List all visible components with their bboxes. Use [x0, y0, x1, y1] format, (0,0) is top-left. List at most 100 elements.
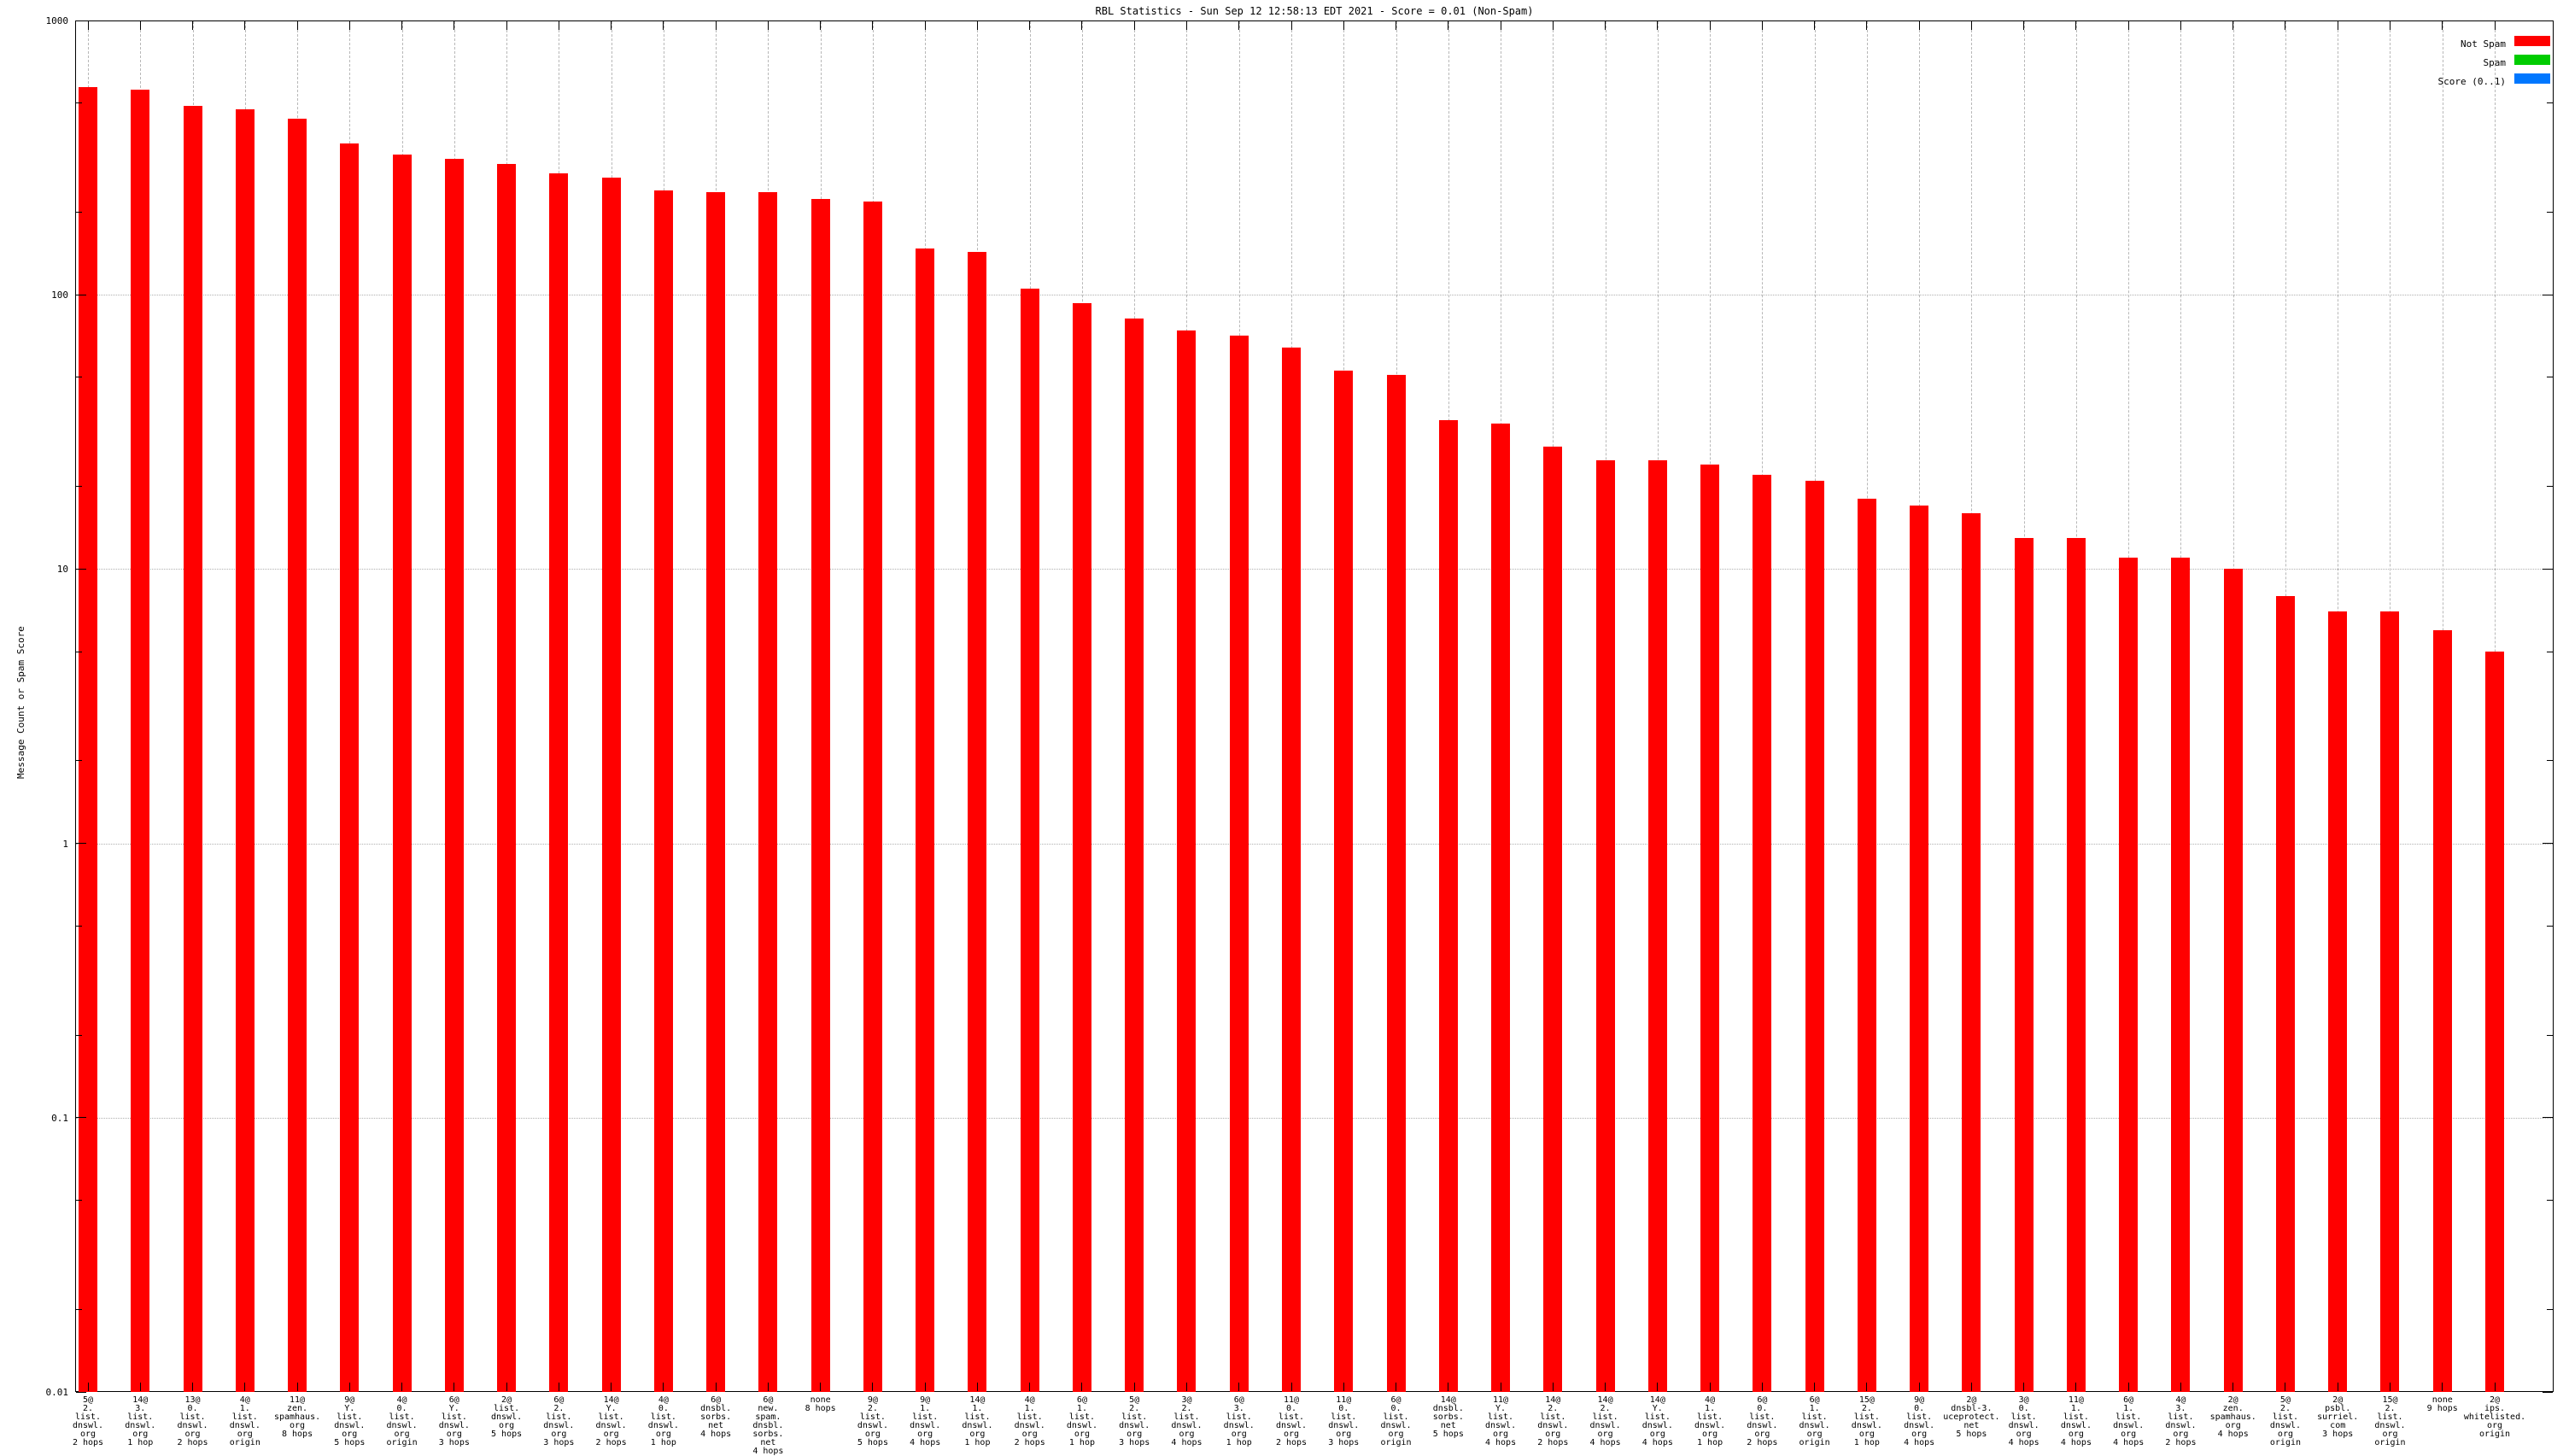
x-tick-label: 3@ 2. list. dnswl. org 4 hops	[1171, 1395, 1203, 1447]
x-tick-top	[2494, 21, 2496, 30]
x-tick-top	[244, 21, 246, 30]
x-tick-top	[1918, 21, 1920, 30]
x-tick-label: 6@ 3. list. dnswl. org 1 hop	[1223, 1395, 1255, 1447]
legend-label: Spam	[2483, 57, 2507, 68]
x-tick-bottom	[1970, 1383, 1972, 1391]
x-tick-bottom	[1709, 1383, 1711, 1391]
x-tick-label: 15@ 2. list. dnswl. org 1 hop	[1851, 1395, 1882, 1447]
bar	[549, 173, 569, 1392]
bar	[497, 163, 517, 1392]
bar	[183, 105, 202, 1392]
x-tick-label: 4@ 1. list. dnswl. org origin	[229, 1395, 260, 1447]
x-tick-label: 14@ Y. list. dnswl. org 2 hops	[595, 1395, 627, 1447]
y-major-tick	[76, 1391, 86, 1393]
x-tick-bottom	[244, 1383, 246, 1391]
x-tick-bottom	[1238, 1383, 1240, 1391]
bar	[653, 190, 673, 1392]
x-tick-label: 2@ dnsbl-3. uceprotect. net 5 hops	[1943, 1395, 2000, 1439]
bar	[1543, 446, 1563, 1392]
y-major-tick	[2543, 20, 2553, 21]
x-tick-top	[2023, 21, 2025, 30]
x-tick-label: 13@ 0. list. dnswl. org 2 hops	[177, 1395, 208, 1447]
x-tick-label: 9@ 1. list. dnswl. org 4 hops	[910, 1395, 941, 1447]
y-major-tick	[76, 568, 86, 570]
x-tick-label: 11@ zen. spamhaus. org 8 hops	[273, 1395, 321, 1439]
y-minor-tick	[2547, 1199, 2553, 1201]
x-tick-label: 11@ 0. list. dnswl. org 3 hops	[1328, 1395, 1360, 1447]
x-tick-bottom	[2442, 1383, 2443, 1391]
bar	[2014, 537, 2034, 1392]
bar	[601, 177, 621, 1392]
bar	[810, 199, 830, 1392]
x-tick-top	[401, 21, 403, 30]
bar	[131, 89, 150, 1392]
x-tick-top	[2127, 21, 2129, 30]
bar	[1857, 499, 1876, 1392]
x-tick-label: 2@ zen. spamhaus. org 4 hops	[2209, 1395, 2256, 1439]
x-tick-bottom	[2023, 1383, 2025, 1391]
x-tick-label: 6@ Y. list. dnswl. org 3 hops	[438, 1395, 470, 1447]
x-tick-bottom	[139, 1383, 141, 1391]
x-tick-bottom	[192, 1383, 194, 1391]
y-axis-label: Message Count or Spam Score	[15, 626, 26, 779]
y-major-tick	[2543, 1117, 2553, 1119]
x-tick-bottom	[1081, 1383, 1083, 1391]
x-tick-bottom	[1029, 1383, 1031, 1391]
y-minor-tick	[76, 102, 82, 104]
x-tick-bottom	[611, 1383, 612, 1391]
x-tick-bottom	[348, 1383, 350, 1391]
y-major-tick	[76, 20, 86, 21]
x-tick-bottom	[1343, 1383, 1344, 1391]
x-tick-bottom	[1605, 1383, 1606, 1391]
x-tick-bottom	[820, 1383, 822, 1391]
x-tick-top	[924, 21, 926, 30]
y-tick-label: 1	[62, 838, 68, 850]
y-gridline	[76, 843, 2553, 845]
x-tick-label: 2@ list. dnswl. org 5 hops	[491, 1395, 523, 1439]
bar	[1072, 303, 1091, 1392]
x-tick-top	[767, 21, 769, 30]
y-minor-tick	[76, 212, 82, 213]
x-tick-label: 4@ 0. list. dnswl. org 1 hop	[647, 1395, 679, 1447]
bar	[758, 192, 778, 1392]
x-tick-bottom	[715, 1383, 717, 1391]
x-tick-label: 9@ 2. list. dnswl. org 5 hops	[857, 1395, 888, 1447]
x-tick-bottom	[1552, 1383, 1554, 1391]
x-tick-top	[2075, 21, 2077, 30]
bar	[2328, 611, 2348, 1392]
x-tick-label: 11@ 1. list. dnswl. org 4 hops	[2060, 1395, 2092, 1447]
x-tick-bottom	[767, 1383, 769, 1391]
x-tick-bottom	[663, 1383, 664, 1391]
legend-swatch	[2514, 36, 2550, 46]
y-major-tick	[2543, 843, 2553, 845]
bar	[1386, 375, 1406, 1392]
bar	[1805, 480, 1824, 1392]
x-tick-top	[1814, 21, 1816, 30]
x-tick-bottom	[1657, 1383, 1659, 1391]
x-tick-label: 14@ 2. list. dnswl. org 4 hops	[1589, 1395, 1621, 1447]
x-tick-top	[348, 21, 350, 30]
bar	[706, 192, 726, 1392]
y-tick-label: 1000	[45, 15, 69, 26]
bar	[1491, 423, 1511, 1392]
x-tick-label: 6@ 1. list. dnswl. org origin	[1799, 1395, 1830, 1447]
bar	[235, 108, 255, 1392]
y-minor-tick	[2547, 1034, 2553, 1036]
x-tick-top	[1709, 21, 1711, 30]
bar	[2275, 595, 2295, 1392]
x-tick-bottom	[2127, 1383, 2129, 1391]
x-tick-label: 4@ 1. list. dnswl. org 1 hop	[1694, 1395, 1726, 1447]
x-tick-top	[663, 21, 664, 30]
y-tick-label: 100	[51, 289, 68, 301]
bar	[2171, 558, 2191, 1392]
x-tick-top	[1343, 21, 1344, 30]
x-tick-label: 4@ 0. list. dnswl. org origin	[386, 1395, 418, 1447]
y-minor-tick	[76, 486, 82, 488]
x-tick-bottom	[976, 1383, 978, 1391]
bar	[340, 143, 360, 1392]
bar	[392, 154, 412, 1392]
x-tick-top	[1970, 21, 1972, 30]
x-tick-top	[2442, 21, 2443, 30]
y-tick-label: 0.01	[45, 1387, 69, 1398]
